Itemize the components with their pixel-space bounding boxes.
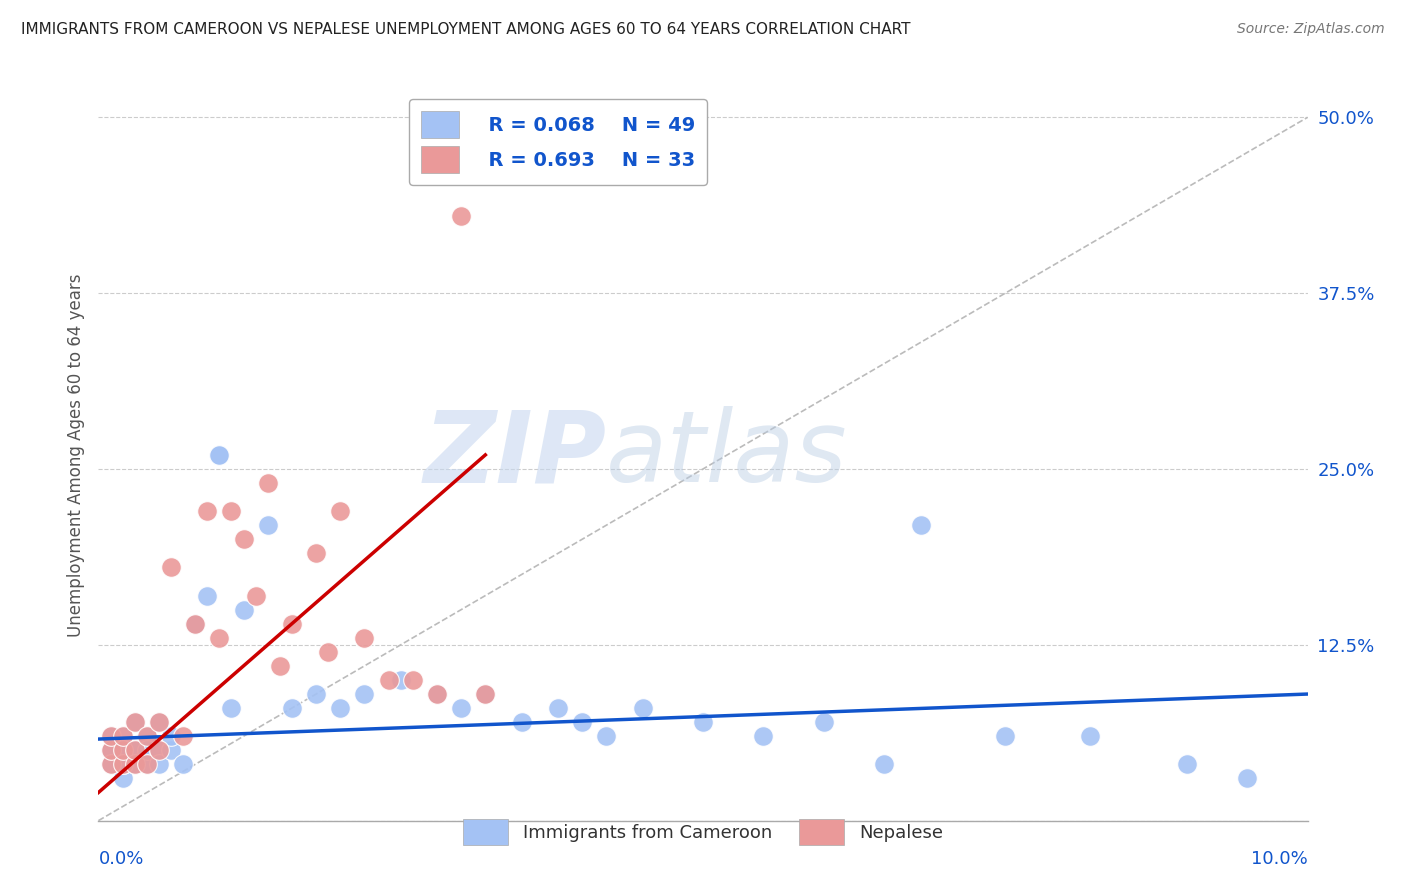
Point [281, 701, 304, 715]
Point [111, 743, 134, 757]
Point [571, 715, 593, 730]
Point [281, 616, 304, 631]
Point [111, 729, 134, 743]
Point [873, 757, 896, 772]
Point [474, 687, 496, 701]
Point [256, 476, 278, 491]
Point [245, 589, 267, 603]
Point [813, 715, 835, 730]
Point [221, 504, 243, 518]
Point [994, 729, 1017, 743]
Point [232, 533, 254, 547]
Point [160, 729, 183, 743]
Point [135, 757, 157, 772]
Point [353, 687, 375, 701]
Point [232, 602, 254, 616]
Point [124, 743, 146, 757]
Point [221, 701, 243, 715]
Point [752, 729, 775, 743]
Point [305, 546, 328, 560]
Point [172, 729, 194, 743]
Point [111, 772, 134, 786]
Point [450, 701, 472, 715]
Point [135, 729, 157, 743]
Point [184, 616, 207, 631]
Point [172, 757, 194, 772]
Point [329, 701, 352, 715]
Point [100, 757, 122, 772]
Point [208, 448, 231, 462]
Point [402, 673, 425, 687]
Point [208, 631, 231, 645]
Point [100, 729, 122, 743]
Legend: Immigrants from Cameroon, Nepalese: Immigrants from Cameroon, Nepalese [456, 812, 950, 852]
Point [148, 743, 170, 757]
Point [111, 757, 134, 772]
Text: ZIP: ZIP [423, 407, 606, 503]
Point [305, 687, 328, 701]
Point [148, 757, 170, 772]
Point [195, 504, 218, 518]
Point [474, 687, 496, 701]
Point [100, 743, 122, 757]
Point [1175, 757, 1198, 772]
Text: Source: ZipAtlas.com: Source: ZipAtlas.com [1237, 22, 1385, 37]
Point [135, 743, 157, 757]
Point [124, 757, 146, 772]
Point [148, 743, 170, 757]
Point [184, 616, 207, 631]
Point [124, 743, 146, 757]
Point [111, 757, 134, 772]
Point [269, 659, 291, 673]
Point [910, 518, 932, 533]
Point [377, 673, 399, 687]
Point [111, 743, 134, 757]
Point [1236, 772, 1258, 786]
Point [450, 209, 472, 223]
Point [426, 687, 449, 701]
Point [256, 518, 278, 533]
Point [124, 743, 146, 757]
Point [510, 715, 533, 730]
Point [195, 589, 218, 603]
Point [100, 757, 122, 772]
Point [316, 645, 339, 659]
Point [100, 743, 122, 757]
Point [135, 757, 157, 772]
Point [1078, 729, 1101, 743]
Point [547, 701, 569, 715]
Point [148, 715, 170, 730]
Point [148, 715, 170, 730]
Point [135, 729, 157, 743]
Text: 0.0%: 0.0% [98, 850, 143, 868]
Point [124, 757, 146, 772]
Text: 10.0%: 10.0% [1251, 850, 1308, 868]
Point [426, 687, 449, 701]
Point [329, 504, 352, 518]
Point [124, 715, 146, 730]
Text: IMMIGRANTS FROM CAMEROON VS NEPALESE UNEMPLOYMENT AMONG AGES 60 TO 64 YEARS CORR: IMMIGRANTS FROM CAMEROON VS NEPALESE UNE… [21, 22, 911, 37]
Point [631, 701, 654, 715]
Y-axis label: Unemployment Among Ages 60 to 64 years: Unemployment Among Ages 60 to 64 years [66, 273, 84, 637]
Point [111, 729, 134, 743]
Text: atlas: atlas [606, 407, 848, 503]
Point [595, 729, 617, 743]
Point [124, 715, 146, 730]
Point [160, 560, 183, 574]
Point [692, 715, 714, 730]
Point [208, 448, 231, 462]
Point [389, 673, 412, 687]
Point [353, 631, 375, 645]
Point [160, 743, 183, 757]
Point [100, 729, 122, 743]
